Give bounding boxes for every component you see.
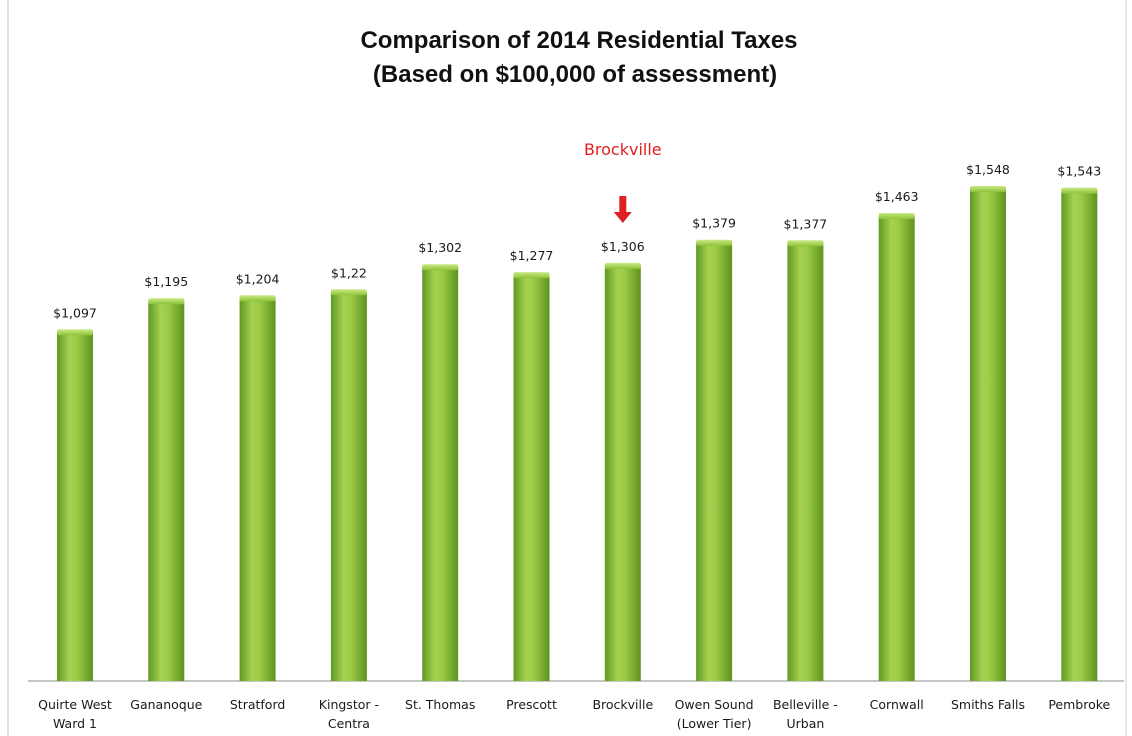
category-label-kingstor-centra-line-1: Kingstor - — [319, 697, 379, 712]
category-label-smiths-falls: Smiths Falls — [951, 697, 1025, 712]
chart-title: Comparison of 2014 Residential Taxes — [360, 27, 797, 54]
bar-cap-quirte-west-ward-1 — [57, 329, 93, 335]
bar-cap-stratford — [240, 295, 276, 301]
bar-cap-prescott — [514, 272, 550, 278]
value-label-owen-sound-lower-tier: $1,379 — [692, 216, 736, 231]
bar-cap-smiths-falls — [970, 186, 1006, 192]
category-label-gananoque: Gananoque — [130, 697, 202, 712]
value-label-stratford: $1,204 — [236, 271, 280, 286]
bar-st-thomas — [422, 267, 458, 681]
category-label-owen-sound-lower-tier-line-1: Owen Sound — [675, 697, 754, 712]
bar-quirte-west-ward-1 — [57, 332, 93, 681]
bar-smiths-falls — [970, 189, 1006, 681]
category-label-belleville-urban-line-2: Urban — [786, 716, 824, 731]
category-label-brockville: Brockville — [592, 697, 653, 712]
bar-cap-kingstor-centra — [331, 289, 367, 295]
bar-prescott — [514, 275, 550, 681]
bar-cap-pembroke — [1061, 188, 1097, 194]
bar-cornwall — [879, 216, 915, 681]
bar-gananoque — [148, 301, 184, 681]
bar-cap-st-thomas — [422, 264, 458, 270]
arrow-down-icon — [614, 196, 632, 223]
bar-kingstor-centra — [331, 292, 367, 681]
category-label-st-thomas: St. Thomas — [405, 697, 475, 712]
bar-owen-sound-lower-tier — [696, 243, 732, 681]
bar-cap-belleville-urban — [787, 240, 823, 246]
value-label-belleville-urban: $1,377 — [784, 216, 828, 231]
value-label-cornwall: $1,463 — [875, 189, 919, 204]
category-label-belleville-urban-line-1: Belleville - — [773, 697, 838, 712]
bar-belleville-urban — [787, 243, 823, 681]
annotation-label: Brockville — [584, 140, 662, 159]
value-label-pembroke: $1,543 — [1057, 164, 1101, 179]
bar-cap-owen-sound-lower-tier — [696, 240, 732, 246]
category-label-cornwall: Cornwall — [870, 697, 924, 712]
chart-subtitle: (Based on $100,000 of assessment) — [373, 61, 777, 88]
value-label-brockville: $1,306 — [601, 239, 645, 254]
value-label-gananoque: $1,195 — [144, 274, 188, 289]
category-label-pembroke: Pembroke — [1048, 697, 1110, 712]
value-label-smiths-falls: $1,548 — [966, 162, 1010, 177]
bar-brockville — [605, 266, 641, 681]
bar-cap-cornwall — [879, 213, 915, 219]
bar-cap-gananoque — [148, 298, 184, 304]
category-label-quirte-west-ward-1-line-1: Quirte West — [38, 697, 112, 712]
category-label-stratford: Stratford — [230, 697, 285, 712]
value-label-st-thomas: $1,302 — [418, 240, 462, 255]
bar-stratford — [240, 298, 276, 681]
bar-pembroke — [1061, 191, 1097, 681]
category-label-owen-sound-lower-tier-line-2: (Lower Tier) — [677, 716, 752, 731]
value-label-prescott: $1,277 — [510, 248, 554, 263]
value-label-quirte-west-ward-1: $1,097 — [53, 305, 97, 320]
category-label-prescott: Prescott — [506, 697, 557, 712]
category-label-quirte-west-ward-1-line-2: Ward 1 — [53, 716, 97, 731]
value-label-kingstor-centra: $1,22 — [331, 265, 367, 280]
category-label-kingstor-centra-line-2: Centra — [328, 716, 370, 731]
bar-cap-brockville — [605, 263, 641, 269]
